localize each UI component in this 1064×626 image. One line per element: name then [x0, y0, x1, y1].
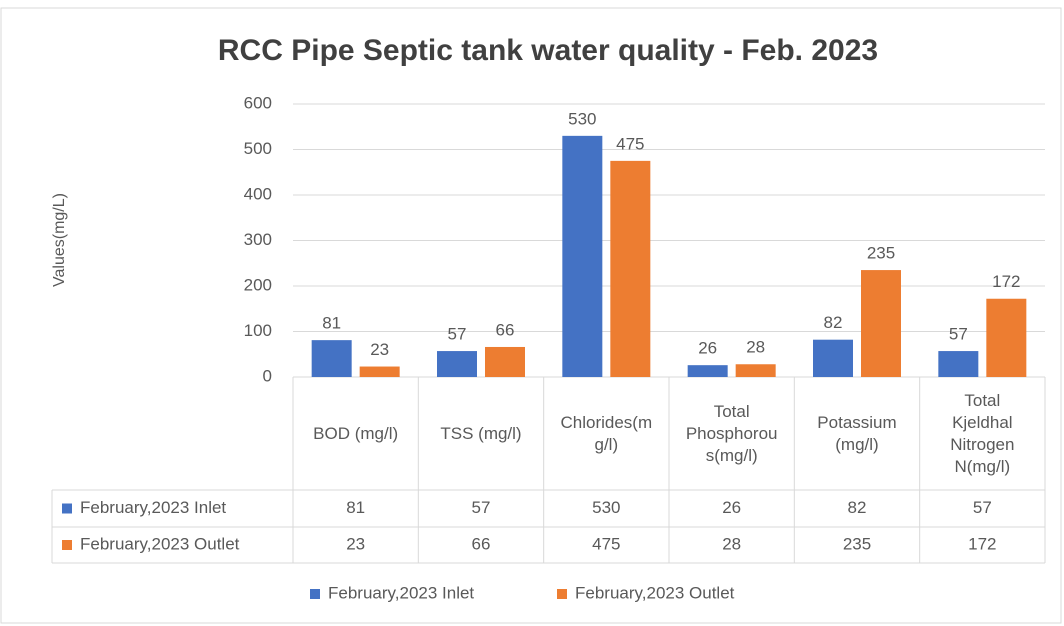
data-label: 475 — [616, 134, 644, 153]
bar — [311, 340, 352, 377]
y-tick-label: 300 — [244, 230, 272, 249]
table-value: 28 — [722, 534, 741, 553]
category-cell: Total Phosphorous(mg/l) — [685, 401, 778, 465]
legend-key — [557, 589, 567, 599]
legend-key — [62, 503, 72, 514]
data-label: 66 — [496, 320, 515, 339]
data-label: 82 — [824, 313, 843, 332]
bar — [938, 351, 979, 377]
table-value: 57 — [973, 498, 992, 517]
category-cell: BOD (mg/l) — [313, 423, 399, 443]
table-value: 530 — [592, 498, 620, 517]
y-tick-label: 600 — [244, 93, 272, 112]
table-value: 66 — [472, 534, 491, 553]
bar — [359, 366, 400, 377]
data-label: 28 — [746, 338, 765, 357]
table-value: 172 — [968, 534, 996, 553]
y-tick-label: 200 — [244, 275, 272, 294]
category-cell: Potassium (mg/l) — [817, 412, 897, 454]
y-tick-label: 100 — [244, 321, 272, 340]
bar — [986, 298, 1027, 377]
data-label: 81 — [322, 314, 341, 333]
y-tick-label: 500 — [244, 139, 272, 158]
table-value: 26 — [722, 498, 741, 517]
legend-key — [310, 589, 320, 599]
category-cell: Total Kjeldhal Nitrogen N(mg/l) — [950, 390, 1015, 476]
data-label: 57 — [949, 325, 968, 344]
table-value: 235 — [843, 534, 871, 553]
x-tick-label: Total Phosphorous(mg/l) — [685, 401, 778, 465]
data-label: 57 — [448, 325, 467, 344]
chart-border — [0, 7, 1062, 624]
category-cell: TSS (mg/l) — [440, 423, 522, 443]
table-value: 82 — [848, 498, 867, 517]
x-tick-label: Chlorides(mg/l) — [560, 412, 653, 454]
table-series-label: February,2023 Outlet — [80, 534, 240, 553]
bar — [735, 364, 776, 377]
bar — [437, 351, 477, 377]
table-value: 475 — [592, 534, 620, 553]
bar — [610, 160, 651, 377]
data-label: 235 — [867, 244, 895, 263]
bar — [813, 339, 853, 377]
bar — [562, 135, 603, 377]
table-value: 57 — [472, 498, 491, 517]
table-value: 81 — [346, 498, 365, 517]
x-tick-label: Total Kjeldhal Nitrogen N(mg/l) — [950, 390, 1015, 476]
legend-key — [62, 540, 72, 550]
table-value: 23 — [346, 534, 365, 553]
table-series-label: February,2023 Inlet — [80, 498, 226, 517]
data-label: 26 — [698, 339, 717, 358]
data-label: 172 — [992, 272, 1020, 291]
legend-label: February,2023 Outlet — [575, 583, 735, 602]
y-tick-label: 400 — [244, 184, 272, 203]
legend-label: February,2023 Inlet — [328, 583, 474, 602]
bar — [687, 365, 728, 377]
x-tick-label: BOD (mg/l) — [313, 423, 399, 443]
y-tick-label: 0 — [263, 366, 272, 385]
data-label: 23 — [370, 340, 389, 359]
category-cell: Chlorides(mg/l) — [560, 412, 653, 454]
bar — [861, 270, 901, 377]
data-label: 530 — [568, 109, 596, 128]
chart-title: RCC Pipe Septic tank water quality - Feb… — [218, 34, 878, 67]
x-tick-label: TSS (mg/l) — [440, 423, 522, 443]
x-tick-label: Potassium (mg/l) — [817, 412, 897, 454]
y-axis-label: Values(mg/L) — [51, 193, 68, 287]
bar — [485, 346, 525, 377]
